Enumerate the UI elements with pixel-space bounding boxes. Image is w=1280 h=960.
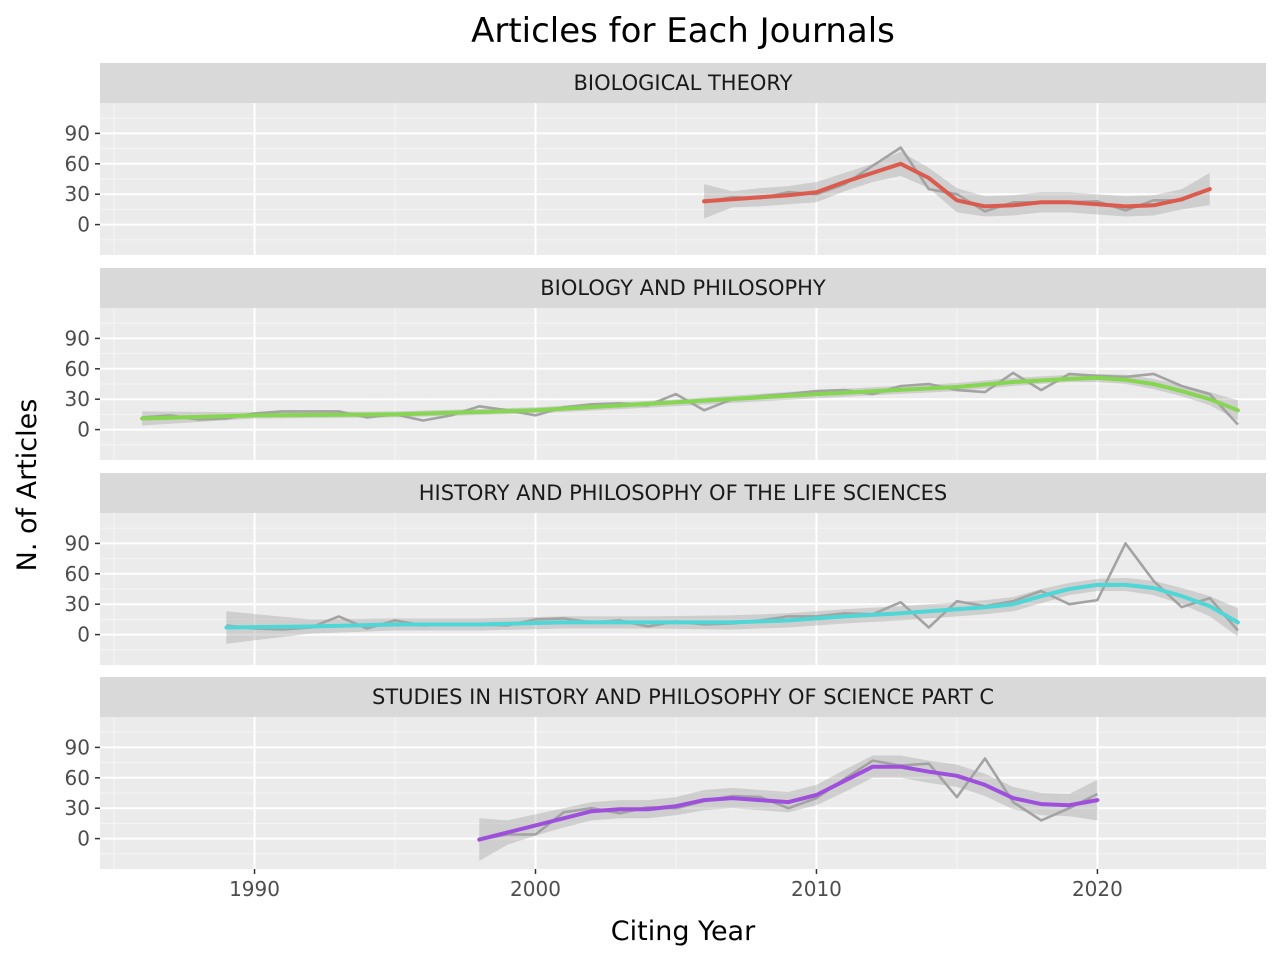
x-axis: 1990 2000 2010 2020 [229, 869, 1123, 901]
y-axis-title: N. of Articles [12, 399, 43, 572]
smooth-series-line [702, 161, 1212, 209]
y-tick-label: 30 [65, 182, 90, 206]
x-tick-label: 2020 [1072, 877, 1123, 901]
raw-series-line [479, 757, 1098, 841]
confidence-band [226, 577, 1238, 644]
y-tick-label: 0 [77, 213, 90, 237]
y-tick-label: 0 [77, 827, 90, 851]
facet-biology-and-philosophy: BIOLOGY AND PHILOSOPHY 0 30 60 90 [65, 268, 1266, 460]
facet-strip-label: STUDIES IN HISTORY AND PHILOSOPHY OF SCI… [372, 685, 994, 709]
facet-biological-theory: BIOLOGICAL THEORY 0 30 60 90 [65, 63, 1266, 255]
y-tick-label: 90 [65, 531, 90, 555]
facet-history-and-philosophy-of-the-life-sciences: HISTORY AND PHILOSOPHY OF THE LIFE SCIEN… [65, 473, 1266, 665]
facet-strip [100, 677, 1266, 717]
y-tick-label: 60 [65, 357, 90, 381]
x-tick-label: 2010 [791, 877, 842, 901]
facet-strip-label: BIOLOGY AND PHILOSOPHY [540, 276, 826, 300]
y-tick-label: 0 [77, 623, 90, 647]
y-tick-label: 60 [65, 766, 90, 790]
y-tick-label: 30 [65, 592, 90, 616]
y-tick-label: 90 [65, 326, 90, 350]
facet-studies-in-history-and-philosophy-of-science-part-c: STUDIES IN HISTORY AND PHILOSOPHY OF SCI… [65, 677, 1266, 869]
y-tick-label: 90 [65, 121, 90, 145]
x-tick-label: 1990 [229, 877, 280, 901]
facet-strip [100, 268, 1266, 308]
y-tick-label: 0 [77, 418, 90, 442]
facet-data [140, 371, 1240, 426]
y-tick-label: 60 [65, 152, 90, 176]
facet-strip-label: HISTORY AND PHILOSOPHY OF THE LIFE SCIEN… [419, 481, 947, 505]
facet-strip [100, 473, 1266, 513]
y-tick-label: 60 [65, 562, 90, 586]
facet-strip [100, 63, 1266, 103]
chart-title: Articles for Each Journals [471, 11, 895, 51]
x-tick-label: 2000 [510, 877, 561, 901]
y-tick-label: 30 [65, 796, 90, 820]
raw-series-line [703, 146, 1211, 213]
y-tick-label: 30 [65, 387, 90, 411]
smooth-series-line [477, 764, 1100, 842]
smooth-series-line [224, 582, 1240, 630]
smooth-series-line [140, 375, 1240, 421]
facet-strip-label: BIOLOGICAL THEORY [574, 71, 793, 95]
facet-data [224, 542, 1240, 644]
facet-data [477, 755, 1100, 861]
y-tick-label: 90 [65, 735, 90, 759]
facet-data [702, 146, 1212, 219]
x-axis-title: Citing Year [611, 916, 756, 947]
